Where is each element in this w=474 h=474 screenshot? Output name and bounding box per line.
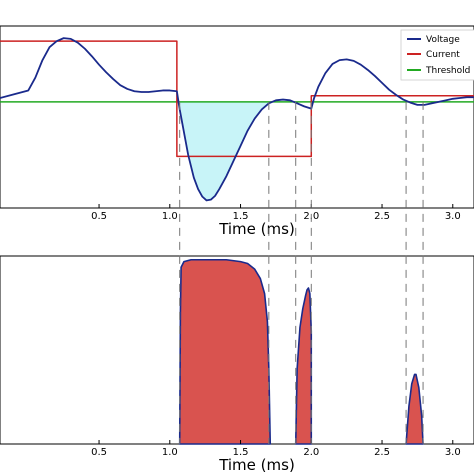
bottom-x-axis-label: Time (ms) [218,456,295,474]
top-x-tick-label: 1.5 [233,211,249,222]
legend-label-current: Current [426,50,460,60]
top-x-tick-label: 3.0 [445,211,461,222]
top-panel: 0.5 1.0 1.5 2.0 2.5 3.0 Time (ms) Voltage Cur… [0,25,474,238]
crossing-markers [179,101,424,444]
top-series-lines [0,37,474,202]
bottom-x-tick-label: 2.0 [303,447,319,458]
top-x-axis-label: Time (ms) [218,220,295,238]
legend-label-threshold: Threshold [425,66,470,76]
below-threshold-fill [176,101,269,201]
legend: Voltage Current Threshold [400,29,474,81]
bottom-area-regions [178,258,424,445]
bottom-x-tick-label: 1.5 [233,447,249,458]
area-region-0 [178,258,272,445]
area-region-2 [405,373,424,445]
bottom-x-tick-label: 1.0 [162,447,178,458]
bottom-x-tick-label: 2.5 [374,447,390,458]
bottom-panel: 0.5 1.0 1.5 2.0 2.5 3.0 Time (ms) [0,255,474,474]
legend-label-voltage: Voltage [426,35,460,45]
series-line-current [0,40,474,158]
top-x-tick-label: 0.5 [91,211,107,222]
top-x-tick-label: 1.0 [162,211,178,222]
top-x-tick-label: 2.5 [374,211,390,222]
bottom-x-tick-label: 0.5 [91,447,107,458]
series-line-voltage [0,37,474,202]
bottom-x-tick-label: 3.0 [445,447,461,458]
below-threshold-area [176,101,269,201]
